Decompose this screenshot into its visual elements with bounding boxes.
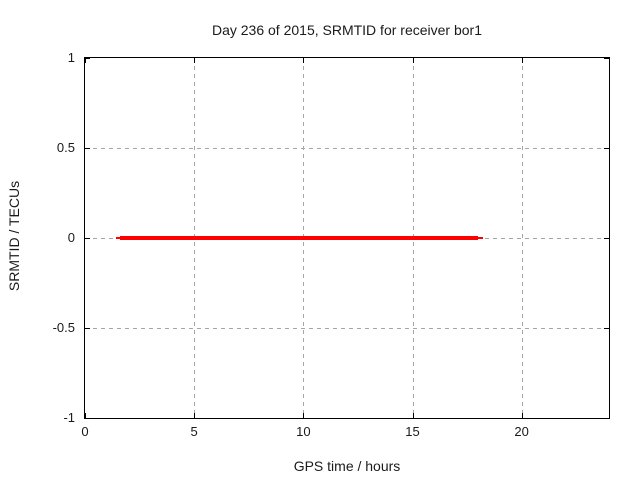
x-tick-mark-top: [85, 58, 86, 63]
y-gridline: [85, 148, 609, 149]
y-tick-label: 1: [67, 50, 75, 65]
y-tick-label: -1: [63, 410, 75, 425]
x-tick-label: 15: [405, 424, 420, 439]
y-tick-mark-right: [604, 328, 609, 329]
y-tick-mark-right: [604, 418, 609, 419]
y-gridline: [85, 328, 609, 329]
data-line-cap-left: [116, 237, 120, 239]
x-tick-mark-bottom: [85, 413, 86, 418]
x-tick-mark-top: [194, 58, 196, 63]
y-tick-mark-right: [604, 148, 609, 149]
y-axis-label: SRMTID / TECUs: [6, 180, 22, 292]
y-tick-label: 0: [67, 230, 75, 245]
x-tick-mark-bottom: [194, 413, 196, 418]
x-tick-label: 5: [190, 424, 198, 439]
y-tick-mark-right: [604, 238, 609, 239]
y-tick-mark-left: [85, 418, 90, 419]
data-line-thick: [119, 236, 478, 240]
x-tick-mark-top: [521, 58, 523, 63]
x-tick-mark-top: [412, 58, 414, 63]
x-tick-mark-bottom: [412, 413, 414, 418]
y-tick-mark-right: [604, 58, 609, 59]
x-tick-label: 0: [81, 424, 89, 439]
data-line-cap-right: [478, 237, 484, 239]
plot-area: 0 5 10 15 20 1 0.5 0 -0.5 -1: [53, 51, 610, 439]
chart-title: Day 236 of 2015, SRMTID for receiver bor…: [211, 22, 482, 38]
x-tick-label: 20: [514, 424, 529, 439]
y-tick-label: -0.5: [52, 320, 75, 335]
y-tick-label: 0.5: [56, 140, 75, 155]
y-tick-mark-left: [85, 238, 90, 239]
x-axis-label: GPS time / hours: [293, 458, 401, 474]
y-tick-mark-left: [85, 148, 90, 149]
x-tick-label: 10: [296, 424, 311, 439]
x-tick-mark-bottom: [303, 413, 305, 418]
y-tick-mark-left: [85, 58, 90, 59]
y-tick-mark-left: [85, 328, 90, 329]
x-tick-mark-top: [303, 58, 305, 63]
x-tick-mark-bottom: [521, 413, 523, 418]
